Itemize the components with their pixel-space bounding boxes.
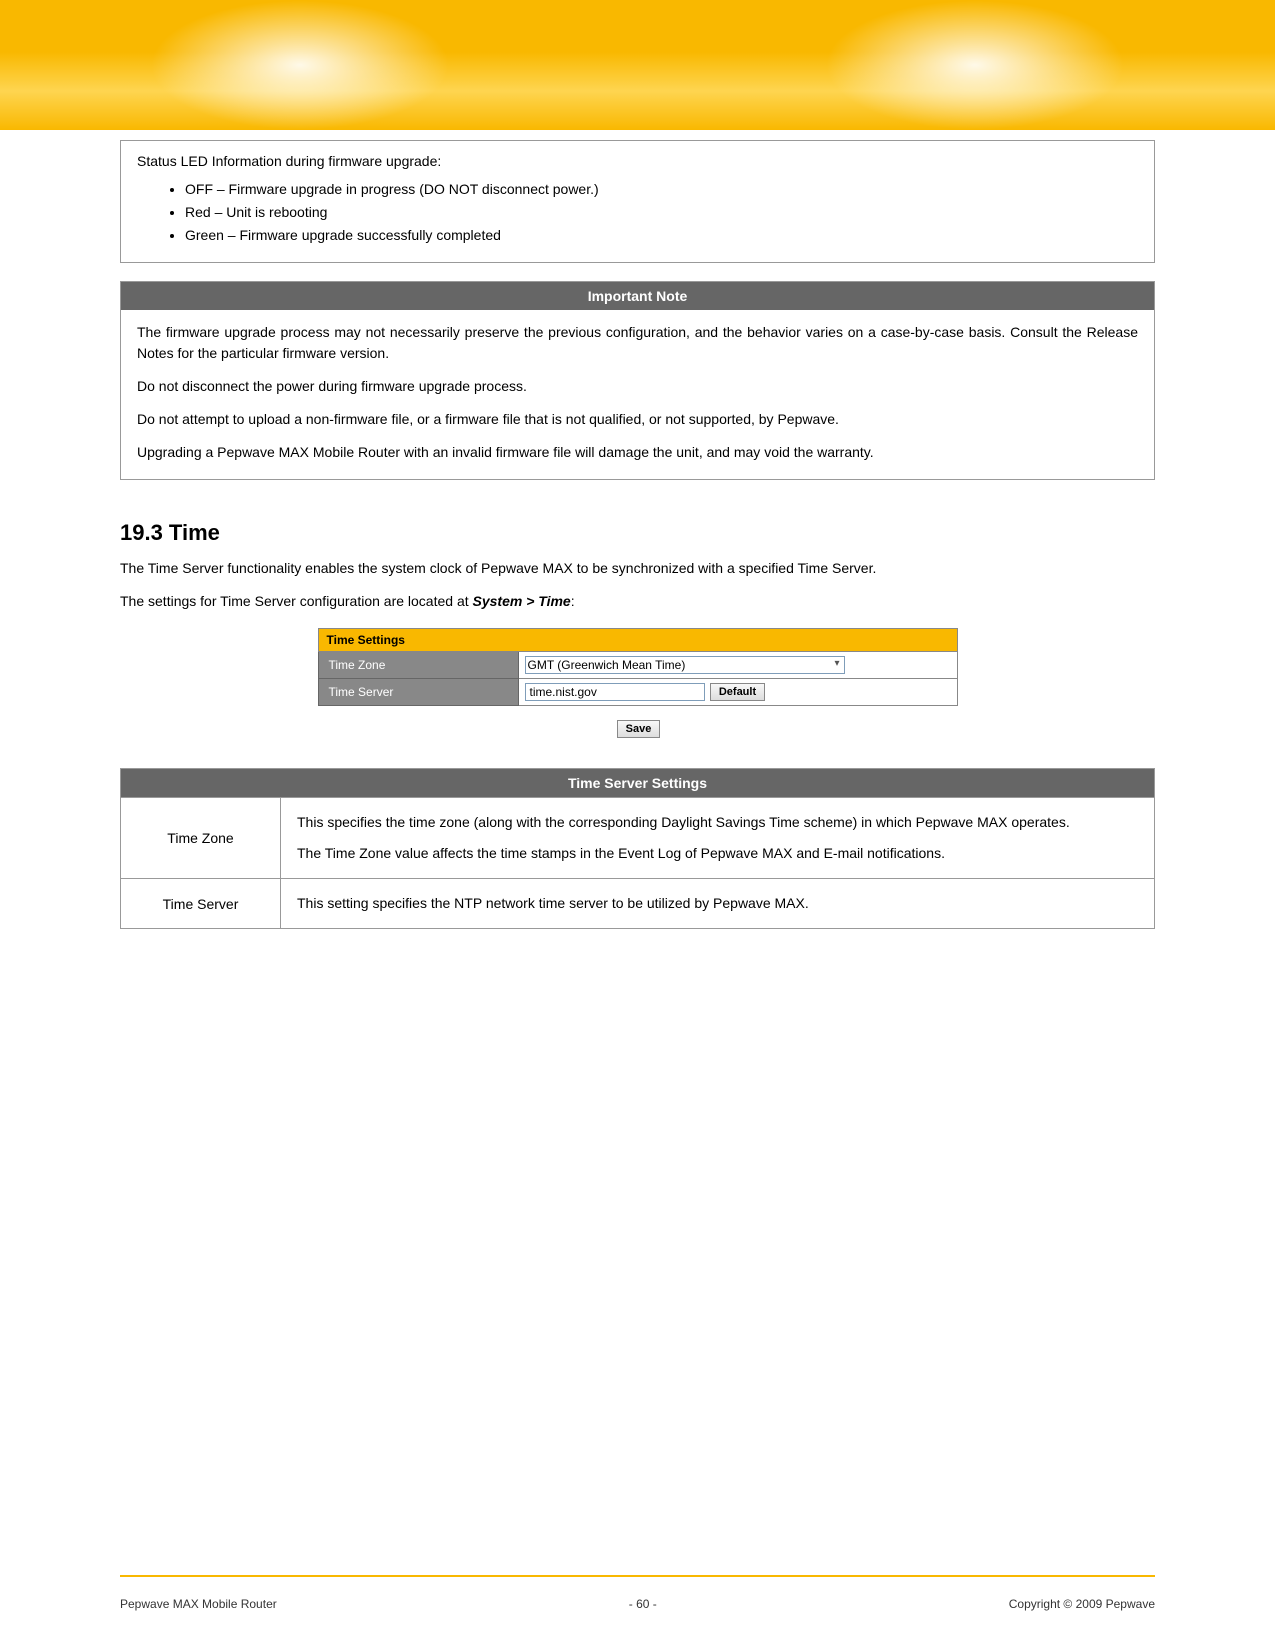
time-server-field: time.nist.gov Default — [518, 679, 957, 706]
time-settings-screenshot: Time Settings Time Zone GMT (Greenwich M… — [318, 628, 958, 738]
page-content: Status LED Information during firmware u… — [0, 130, 1275, 929]
led-item: Green – Firmware upgrade successfully co… — [185, 225, 1138, 246]
section-intro: The Time Server functionality enables th… — [120, 558, 1155, 579]
setting-description: This specifies the time zone (along with… — [281, 798, 1155, 879]
led-item: Red – Unit is rebooting — [185, 202, 1138, 223]
note-paragraph: Do not attempt to upload a non-firmware … — [137, 409, 1138, 430]
led-info-title: Status LED Information during firmware u… — [137, 153, 1138, 169]
setting-description: This setting specifies the NTP network t… — [281, 879, 1155, 929]
time-zone-field: GMT (Greenwich Mean Time) — [518, 652, 957, 679]
note-paragraph: Do not disconnect the power during firmw… — [137, 376, 1138, 397]
footer-right: Copyright © 2009 Pepwave — [1009, 1597, 1155, 1611]
footer-row: Pepwave MAX Mobile Router - 60 - Copyrig… — [120, 1597, 1155, 1611]
intro-prefix: The settings for Time Server configurati… — [120, 593, 473, 609]
important-note-header: Important Note — [121, 282, 1154, 310]
led-item: OFF – Firmware upgrade in progress (DO N… — [185, 179, 1138, 200]
time-settings-header: Time Settings — [318, 629, 957, 652]
footer-center: - 60 - — [629, 1597, 657, 1611]
led-info-list: OFF – Firmware upgrade in progress (DO N… — [137, 179, 1138, 246]
time-server-label: Time Server — [318, 679, 518, 706]
breadcrumb: System > Time — [473, 593, 571, 609]
note-paragraph: Upgrading a Pepwave MAX Mobile Router wi… — [137, 442, 1138, 463]
section-intro-path: The settings for Time Server configurati… — [120, 591, 1155, 612]
note-paragraph: The firmware upgrade process may not nec… — [137, 322, 1138, 364]
time-zone-label: Time Zone — [318, 652, 518, 679]
footer-divider — [120, 1575, 1155, 1577]
setting-paragraph: The Time Zone value affects the time sta… — [297, 843, 1138, 864]
section-heading: 19.3 Time — [120, 520, 1155, 546]
time-zone-select[interactable]: GMT (Greenwich Mean Time) — [525, 656, 845, 674]
setting-paragraph: This specifies the time zone (along with… — [297, 812, 1138, 833]
intro-suffix: : — [571, 593, 575, 609]
footer-left: Pepwave MAX Mobile Router — [120, 1597, 277, 1611]
led-info-box: Status LED Information during firmware u… — [120, 140, 1155, 263]
important-note-body: The firmware upgrade process may not nec… — [121, 310, 1154, 479]
table-row: Time Server This setting specifies the N… — [121, 879, 1155, 929]
time-server-input[interactable]: time.nist.gov — [525, 683, 705, 701]
setting-paragraph: This setting specifies the NTP network t… — [297, 893, 1138, 914]
page-footer: Pepwave MAX Mobile Router - 60 - Copyrig… — [0, 1575, 1275, 1611]
save-row: Save — [318, 720, 958, 738]
save-button[interactable]: Save — [617, 720, 661, 738]
time-server-settings-table: Time Server Settings Time Zone This spec… — [120, 768, 1155, 929]
default-button[interactable]: Default — [710, 683, 765, 701]
table-row: Time Zone This specifies the time zone (… — [121, 798, 1155, 879]
settings-table-header: Time Server Settings — [121, 769, 1155, 798]
setting-label: Time Server — [121, 879, 281, 929]
setting-label: Time Zone — [121, 798, 281, 879]
important-note-box: Important Note The firmware upgrade proc… — [120, 281, 1155, 480]
header-banner — [0, 0, 1275, 130]
time-settings-panel: Time Settings Time Zone GMT (Greenwich M… — [318, 628, 958, 706]
